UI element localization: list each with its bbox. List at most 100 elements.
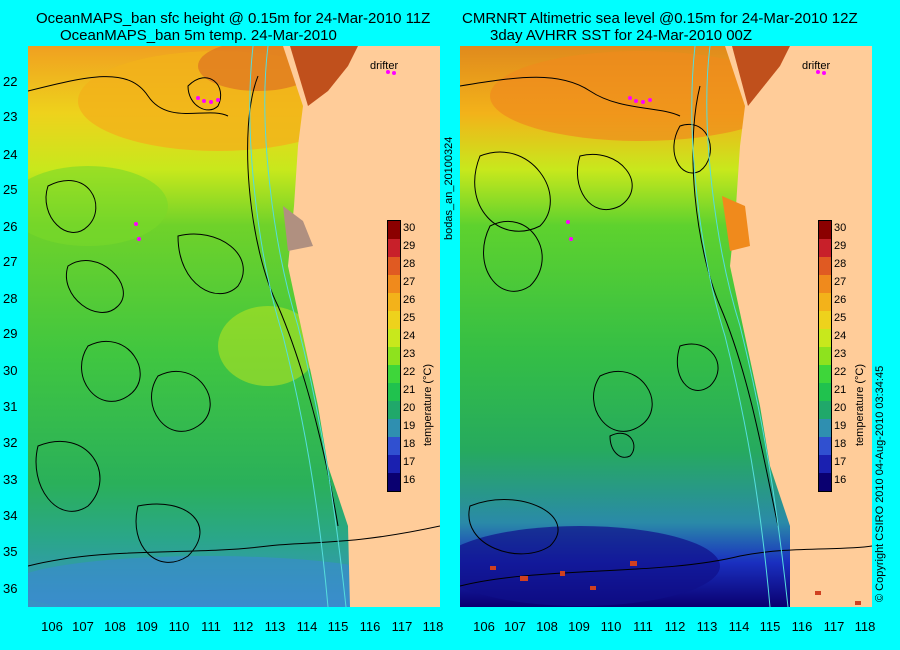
lat-tick-label: 26 [3,219,18,234]
lat-tick-label: 24 [3,147,18,162]
colorbar-swatch [819,293,831,311]
colorbar-swatch [819,221,831,239]
lat-tick-label: 35 [3,544,18,559]
drifter-label: drifter [802,60,830,72]
shark-bay [722,196,750,251]
shark-bay [283,206,313,251]
colorbar-tick: 17 [403,456,416,468]
lon-tick-label: 116 [359,619,381,634]
copyright-label: © Copyright CSIRO 2010 04-Aug-2010 03:34… [874,365,886,602]
left-title-line2: OceanMAPS_ban 5m temp. 24-Mar-2010 [60,27,337,44]
colorbar-swatch [388,455,400,473]
colorbar-swatch [819,401,831,419]
colorbar-tick: 18 [403,438,416,450]
colorbar-swatch [819,275,831,293]
right-colorbar [818,220,832,492]
colorbar-swatch [388,311,400,329]
drifter-track [134,70,396,241]
land-western-australia [725,46,872,607]
colorbar-swatch [388,419,400,437]
left-colorbar-label: temperature (°C) [422,363,434,446]
lat-tick-label: 22 [3,74,18,89]
colorbar-swatch [388,347,400,365]
cloud-speckle [490,561,861,605]
colorbar-tick: 29 [834,240,847,252]
lon-tick-label: 114 [296,619,318,634]
colorbar-tick: 27 [403,276,416,288]
lon-tick-label: 111 [633,619,653,634]
cool-region [28,166,168,246]
left-map-svg: drifter [28,46,440,607]
lat-tick-label: 33 [3,472,18,487]
colorbar-swatch [819,347,831,365]
lon-tick-label: 117 [391,619,413,634]
lon-tick-label: 107 [504,619,526,634]
land-warm-hot-region [732,46,790,106]
colorbar-swatch [819,437,831,455]
lat-tick-label: 25 [3,182,18,197]
colorbar-swatch [388,257,400,275]
colorbar-swatch [819,239,831,257]
lon-tick-label: 106 [473,619,495,634]
colorbar-tick: 24 [403,330,416,342]
lon-tick-label: 108 [536,619,558,634]
colorbar-tick: 26 [834,294,847,306]
colorbar-swatch [819,419,831,437]
colorbar-tick: 23 [834,348,847,360]
drifter-label: drifter [370,60,398,72]
isobaths [691,46,789,607]
colorbar-tick: 25 [834,312,847,324]
land-warm-hot-region [290,46,358,106]
colorbar-swatch [388,383,400,401]
lat-tick-label: 27 [3,254,18,269]
cool-region [28,556,408,607]
colorbar-swatch [388,401,400,419]
colorbar-tick: 24 [834,330,847,342]
left-map-ocean-model: drifter 30 29 28 27 26 25 24 23 22 21 20… [28,46,440,607]
lon-tick-label: 114 [728,619,750,634]
colorbar-swatch [819,383,831,401]
colorbar-tick: 19 [834,420,847,432]
lat-tick-label: 29 [3,326,18,341]
colorbar-swatch [819,473,831,491]
colorbar-tick: 25 [403,312,416,324]
colorbar-swatch [388,275,400,293]
right-title-line1: CMRNRT Altimetric sea level @0.15m for 2… [462,10,858,27]
contours [460,76,872,587]
colorbar-tick: 27 [834,276,847,288]
colorbar-swatch [388,473,400,491]
colorbar-tick: 20 [403,402,416,414]
colorbar-tick: 28 [834,258,847,270]
colorbar-tick: 16 [403,474,416,486]
lon-tick-label: 116 [791,619,813,634]
drifter-track [566,70,826,241]
lon-tick-label: 110 [600,619,622,634]
colorbar-tick: 22 [834,366,847,378]
isobaths [249,46,347,607]
lat-tick-label: 23 [3,109,18,124]
colorbar-swatch [819,329,831,347]
lat-tick-label: 31 [3,399,18,414]
lat-tick-label: 32 [3,435,18,450]
colorbar-swatch [388,239,400,257]
lon-tick-label: 112 [232,619,254,634]
colorbar-swatch [388,437,400,455]
colorbar-tick: 23 [403,348,416,360]
right-colorbar-label: temperature (°C) [854,363,866,446]
lat-tick-label: 30 [3,363,18,378]
colorbar-swatch [819,455,831,473]
lon-tick-label: 108 [104,619,126,634]
colorbar-tick: 20 [834,402,847,414]
colorbar-tick: 28 [403,258,416,270]
lon-tick-label: 118 [422,619,444,634]
colorbar-swatch [819,311,831,329]
lon-tick-label: 107 [72,619,94,634]
colorbar-swatch [388,365,400,383]
lon-tick-label: 118 [854,619,876,634]
right-title-line2: 3day AVHRR SST for 24-Mar-2010 00Z [490,27,753,44]
warm-region [218,306,318,386]
contours [28,75,440,567]
lat-tick-label: 36 [3,581,18,596]
lon-tick-label: 115 [759,619,781,634]
colorbar-tick: 19 [403,420,416,432]
